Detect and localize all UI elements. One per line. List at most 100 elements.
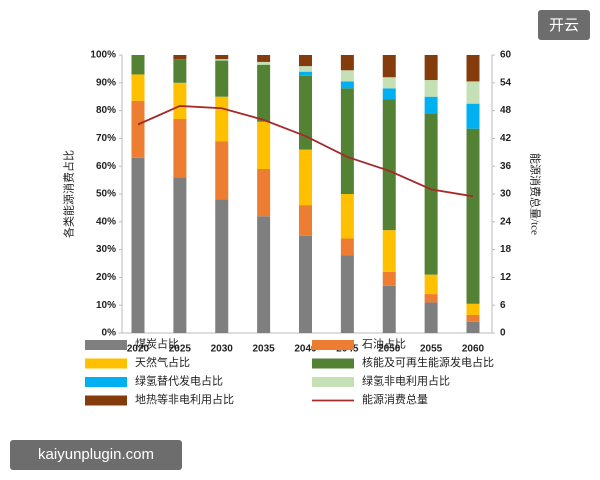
legend-label: 天然气占比	[135, 355, 190, 369]
bar-segment	[257, 216, 271, 333]
bar-segment	[340, 70, 354, 82]
bar-segment	[340, 255, 354, 333]
legend-label: 绿氢替代发电占比	[135, 374, 223, 388]
bar-segment	[131, 74, 145, 101]
bar-segment	[424, 113, 438, 275]
bar-segment	[466, 128, 480, 304]
bar-segment	[382, 99, 396, 231]
y-tick-label: 60%	[96, 161, 116, 172]
bar-segment	[299, 205, 312, 236]
bar-segment	[382, 230, 396, 272]
bar-segment	[215, 141, 229, 200]
x-tick-label: 2025	[169, 344, 192, 355]
bar-segment	[257, 168, 271, 217]
bar-segment	[424, 302, 438, 333]
bar-segment	[466, 321, 480, 333]
y-tick-label: 50%	[96, 189, 116, 200]
bar-segment	[299, 149, 312, 206]
y2-tick-label: 18	[500, 244, 512, 255]
y2-tick-label: 42	[500, 133, 512, 144]
bar-segment	[131, 100, 145, 158]
open-button[interactable]: 开云	[538, 10, 590, 40]
y2-tick-label: 0	[500, 328, 506, 339]
bar-segment	[424, 80, 438, 97]
bar-segment	[257, 55, 271, 62]
bar-segment	[131, 157, 145, 333]
bar-segment	[424, 55, 438, 81]
bar-segment	[382, 271, 396, 286]
bar-segment	[424, 274, 438, 295]
y-tick-label: 80%	[96, 105, 116, 116]
bar-segment	[173, 82, 187, 119]
bar-segment	[257, 64, 271, 122]
bar-segment	[340, 238, 354, 256]
y2-tick-label: 24	[500, 216, 512, 227]
bar-segment	[257, 121, 271, 169]
bar-segment	[215, 60, 229, 97]
watermark: kaiyunplugin.com	[10, 440, 182, 470]
y2-tick-label: 54	[500, 77, 512, 88]
y-tick-label: 20%	[96, 272, 116, 283]
y-axis-label: 各类能源消费占比	[62, 150, 76, 238]
bar-segment	[340, 88, 354, 194]
bar-segment	[340, 194, 354, 239]
x-tick-label: 2030	[211, 344, 234, 355]
x-tick-label: 2020	[127, 344, 150, 355]
legend-swatch	[85, 395, 127, 406]
bar-segment	[299, 55, 312, 67]
x-tick-label: 2040	[294, 344, 317, 355]
bar-segment	[215, 96, 229, 142]
bar-segment	[215, 59, 229, 61]
y2-tick-label: 30	[500, 189, 512, 200]
y-tick-label: 10%	[96, 300, 116, 311]
bar-segment	[466, 103, 480, 129]
bar-segment	[215, 199, 229, 333]
y2-tick-label: 12	[500, 272, 512, 283]
bar-segment	[382, 285, 396, 333]
legend-swatch	[312, 358, 354, 369]
x-tick-label: 2060	[462, 344, 485, 355]
bar-segment	[466, 314, 480, 322]
y2-tick-label: 36	[500, 161, 512, 172]
legend-label: 煤炭占比	[135, 337, 179, 351]
y2-tick-label: 60	[500, 50, 512, 61]
y-tick-label: 70%	[96, 133, 116, 144]
bar-segment	[173, 59, 187, 83]
bar-segment	[424, 96, 438, 114]
legend-label: 能源消费总量	[362, 392, 428, 406]
bar-segment	[382, 77, 396, 89]
bar-segment	[466, 55, 480, 82]
x-tick-label: 2050	[378, 344, 401, 355]
x-tick-label: 2035	[253, 344, 276, 355]
bar-segment	[424, 294, 438, 303]
line	[137, 105, 474, 198]
bar-segment	[257, 61, 271, 65]
bar-segment	[173, 118, 187, 178]
bar-segment	[340, 81, 354, 89]
bar-segment	[340, 55, 354, 71]
legend-swatch	[312, 340, 354, 350]
y2-tick-label: 6	[500, 300, 506, 311]
y-tick-label: 100%	[90, 50, 116, 61]
legend-swatch	[312, 377, 354, 387]
bar-segment	[299, 75, 312, 150]
bar-segment	[382, 88, 396, 100]
bar-segment	[299, 235, 312, 333]
bar-segment	[299, 66, 312, 72]
legend-label: 核能及可再生能源发电占比	[362, 355, 494, 369]
legend-label: 地热等非电利用占比	[135, 392, 234, 406]
y-tick-label: 90%	[96, 77, 116, 88]
bar-segment	[215, 55, 229, 60]
bar-segment	[131, 55, 145, 75]
bar-segment	[299, 71, 312, 76]
legend-swatch	[85, 377, 127, 387]
bar-segment	[173, 55, 187, 60]
y-tick-label: 30%	[96, 244, 116, 255]
y-tick-label: 40%	[96, 216, 116, 227]
x-tick-label: 2055	[420, 344, 443, 355]
legend-swatch	[85, 340, 127, 350]
bar-segment	[173, 177, 187, 333]
legend-label: 石油占比	[362, 337, 406, 351]
